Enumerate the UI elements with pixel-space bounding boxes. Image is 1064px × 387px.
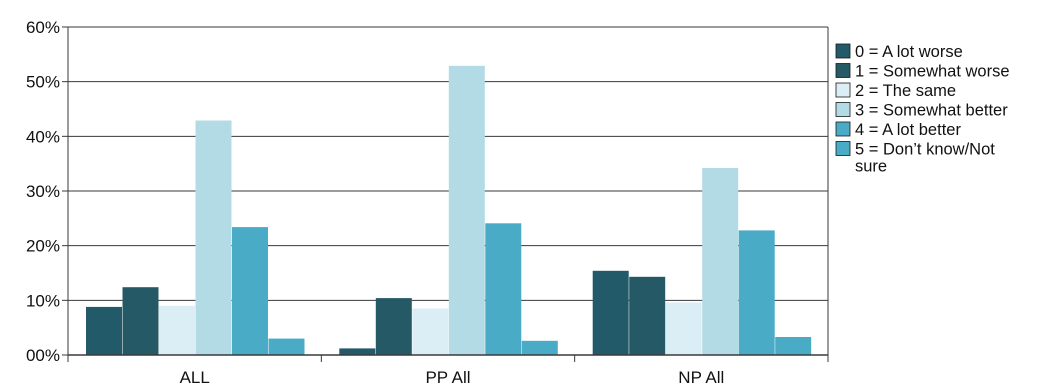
y-tick-label: 40% [26,127,60,146]
axes [62,26,829,362]
bar [232,227,268,355]
legend-label: 4 = A lot better [855,121,961,139]
bar [592,270,629,355]
legend-label: sure [855,158,887,176]
bar [629,276,666,355]
legend-swatch [835,43,851,59]
gridlines [68,26,828,301]
legend-swatch [835,102,851,117]
bar [159,305,195,355]
x-tick-label: ALL [180,368,210,387]
y-tick-label: 10% [26,291,60,310]
bar [412,308,449,355]
bar [195,120,232,355]
legend-label: 5 = Don’t know/Not [855,141,995,159]
y-tick-label: 00% [26,346,60,365]
legend-label: 0 = A lot worse [855,43,963,61]
bar [375,298,412,355]
y-tick-labels: 00% 10% 20% 30% 40% 50% 60% [26,18,60,365]
bar [448,65,485,356]
legend-label: 3 = Somewhat better [855,102,1008,120]
bar [521,340,558,355]
y-tick-label: 60% [26,18,60,37]
y-tick-label: 30% [26,182,60,201]
y-tick-label: 20% [26,237,60,256]
bar [485,223,522,355]
y-tick-label: 50% [26,73,60,92]
bar [122,287,159,355]
bar [86,306,122,355]
bar [702,168,739,355]
bar [665,302,702,355]
bar [339,348,376,355]
bar [775,337,812,355]
bar [738,230,775,355]
legend-label: 2 = The same [855,82,956,100]
x-tick-label: PP All [425,368,470,387]
bars [86,65,812,356]
x-tick-label: NP All [678,368,724,387]
legend-swatch [835,141,851,156]
legend-swatch [835,82,851,98]
legend-swatch [835,121,851,137]
bar [268,338,305,355]
legend-label: 1 = Somewhat worse [855,63,1010,81]
x-tick-labels: ALL PP All NP All [180,368,725,387]
legend-swatch [835,63,851,78]
